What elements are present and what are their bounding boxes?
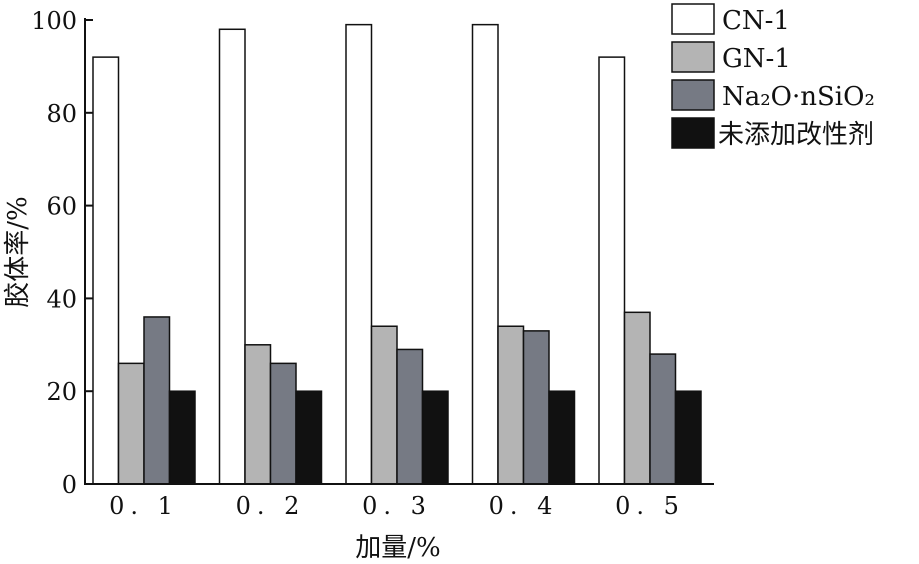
y-ticks-group: 0 20 40 60 80 100 <box>31 7 93 499</box>
bar-series1-cat5 <box>598 56 626 485</box>
legend: CN-1 GN-1 Na₂O·nSiO₂ 未添加改性剂 <box>671 3 875 150</box>
x-category-label: 0. 2 <box>236 492 306 520</box>
bar-series2-cat1 <box>117 362 145 485</box>
bar-series2-cat2 <box>244 344 272 485</box>
x-category-label: 0. 4 <box>489 492 559 520</box>
bar-series1-cat3 <box>345 23 373 485</box>
y-tick-label: 80 <box>46 100 77 128</box>
legend-label-gn1: GN-1 <box>722 44 791 74</box>
bar-series4-cat2 <box>295 390 323 485</box>
legend-swatch-sodium-silicate <box>671 79 715 111</box>
bar-series4-cat3 <box>421 390 449 485</box>
x-categories-group: 0. 1 0. 2 0. 3 0. 4 0. 5 <box>109 492 685 520</box>
x-axis-title: 加量/% <box>355 533 440 563</box>
bar-series2-cat4 <box>497 325 525 485</box>
legend-swatch-no-modifier <box>671 117 715 149</box>
y-tick-label: 100 <box>31 7 77 35</box>
legend-swatch-gn1 <box>671 41 715 73</box>
legend-label-no-modifier: 未添加改性剂 <box>718 120 874 150</box>
bar-series2-cat5 <box>623 311 651 485</box>
bars-group <box>92 23 702 485</box>
y-tick-label: 0 <box>62 471 77 499</box>
bar-series4-cat1 <box>168 390 196 485</box>
axes-group <box>84 18 714 485</box>
bar-series3-cat3 <box>396 348 424 485</box>
legend-label-cn1: CN-1 <box>722 6 790 36</box>
y-tick-label: 20 <box>46 378 77 406</box>
y-axis-title: 胶体率/% <box>3 196 33 307</box>
x-category-label: 0. 1 <box>109 492 179 520</box>
bar-series1-cat2 <box>218 28 246 485</box>
bar-series1-cat4 <box>471 23 499 485</box>
bar-series4-cat4 <box>548 390 576 485</box>
bar-series4-cat5 <box>674 390 702 485</box>
bar-series3-cat2 <box>269 362 297 485</box>
bar-series1-cat1 <box>92 56 120 485</box>
bar-series2-cat3 <box>370 325 398 485</box>
x-category-label: 0. 3 <box>362 492 432 520</box>
bar-series3-cat5 <box>649 353 677 485</box>
bar-series3-cat4 <box>522 330 550 485</box>
legend-label-sodium-silicate: Na₂O·nSiO₂ <box>722 82 875 112</box>
x-category-label: 0. 5 <box>615 492 685 520</box>
y-tick-label: 60 <box>46 193 77 221</box>
legend-swatch-cn1 <box>671 3 715 35</box>
bar-series3-cat1 <box>143 316 171 485</box>
y-tick-label: 40 <box>46 285 77 313</box>
